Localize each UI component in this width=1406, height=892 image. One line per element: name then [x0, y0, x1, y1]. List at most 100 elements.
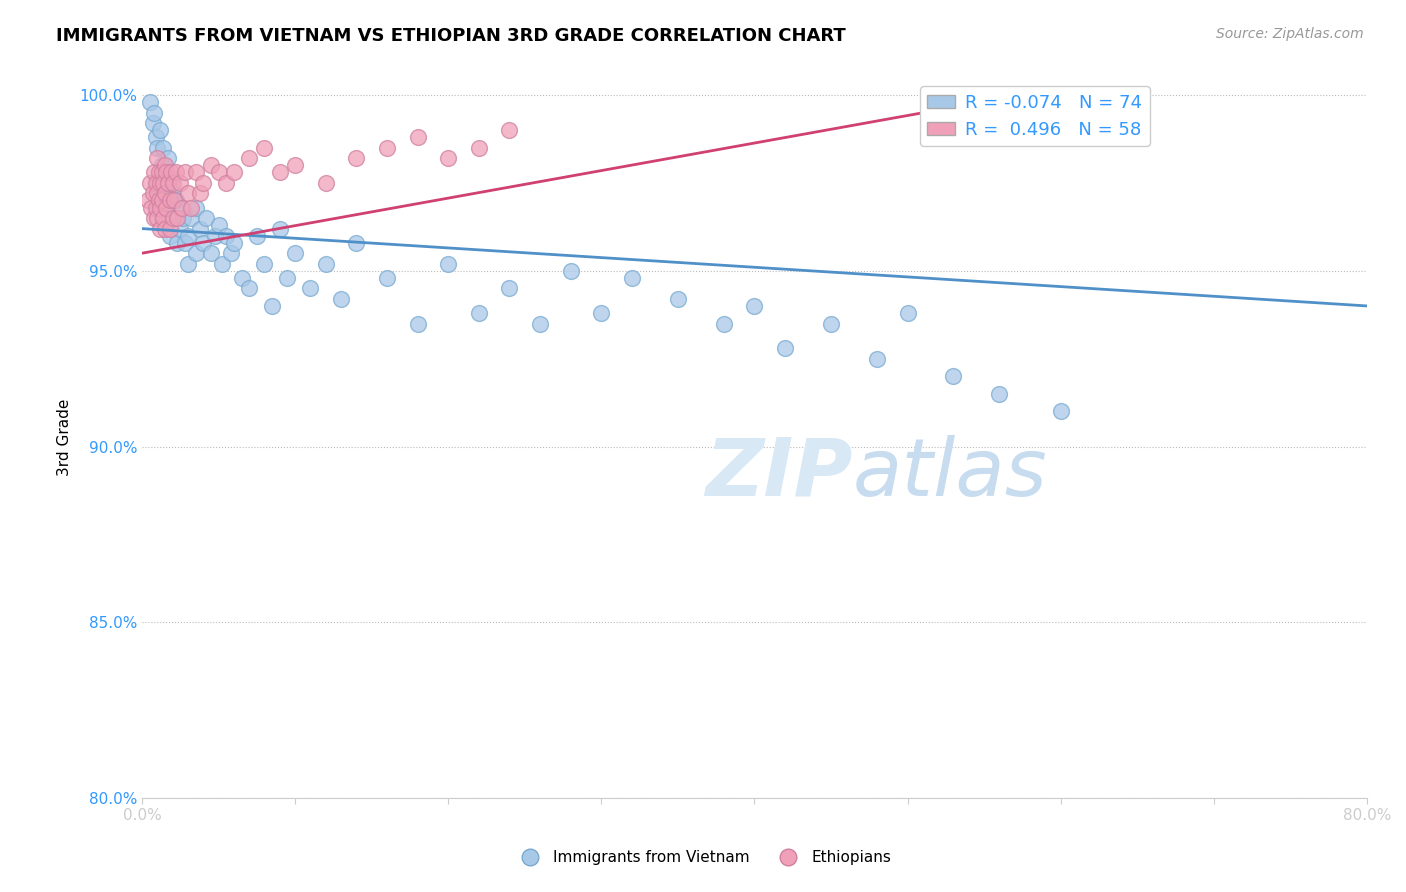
Point: [468, 306, 491, 320]
Point: [166, 235, 188, 250]
Point: [138, 176, 160, 190]
Point: [211, 257, 233, 271]
Point: [315, 257, 337, 271]
Point: [188, 186, 211, 201]
Point: [344, 235, 367, 250]
Point: [269, 221, 291, 235]
Point: [153, 201, 176, 215]
Point: [184, 246, 207, 260]
Point: [988, 386, 1011, 401]
Point: [375, 141, 398, 155]
Point: [284, 158, 307, 172]
Point: [143, 211, 166, 225]
Point: [437, 151, 460, 165]
Point: [152, 176, 174, 190]
Point: [406, 317, 429, 331]
Point: [142, 186, 165, 201]
Point: [155, 165, 177, 179]
Point: [299, 281, 322, 295]
Point: [153, 158, 176, 172]
Point: [184, 201, 207, 215]
Point: [173, 165, 195, 179]
Point: [152, 211, 174, 225]
Point: [330, 292, 353, 306]
Point: [165, 165, 187, 179]
Point: [262, 299, 284, 313]
Point: [193, 235, 215, 250]
Point: [146, 151, 169, 165]
Point: [193, 176, 215, 190]
Point: [170, 201, 193, 215]
Point: [169, 176, 191, 190]
Point: [988, 95, 1011, 109]
Point: [145, 130, 167, 145]
Point: [150, 194, 173, 208]
Point: [222, 165, 245, 179]
Point: [162, 186, 184, 201]
Point: [146, 176, 169, 190]
Legend: R = -0.074   N = 74, R =  0.496   N = 58: R = -0.074 N = 74, R = 0.496 N = 58: [920, 87, 1150, 146]
Point: [219, 246, 242, 260]
Point: [253, 257, 276, 271]
Point: [591, 306, 613, 320]
Point: [188, 221, 211, 235]
Point: [153, 221, 176, 235]
Point: [204, 228, 226, 243]
Point: [231, 270, 253, 285]
Point: [149, 123, 172, 137]
Point: [215, 176, 238, 190]
Point: [498, 281, 520, 295]
Point: [162, 211, 184, 225]
Point: [1049, 404, 1071, 418]
Point: [155, 176, 177, 190]
Point: [156, 151, 179, 165]
Point: [195, 211, 218, 225]
Text: atlas: atlas: [852, 434, 1047, 513]
Point: [173, 235, 195, 250]
Point: [222, 235, 245, 250]
Point: [162, 176, 184, 190]
Point: [143, 165, 166, 179]
Point: [156, 176, 179, 190]
Point: [155, 201, 177, 215]
Point: [153, 186, 176, 201]
Point: [744, 299, 766, 313]
Point: [148, 194, 170, 208]
Point: [246, 228, 269, 243]
Point: [666, 292, 689, 306]
Point: [145, 176, 167, 190]
Point: [136, 194, 159, 208]
Point: [149, 201, 172, 215]
Point: [150, 211, 173, 225]
Point: [153, 186, 176, 201]
Point: [149, 186, 172, 201]
Point: [269, 165, 291, 179]
Point: [166, 211, 188, 225]
Point: [159, 228, 181, 243]
Point: [468, 141, 491, 155]
Point: [153, 165, 176, 179]
Point: [498, 123, 520, 137]
Point: [820, 317, 842, 331]
Point: [177, 228, 200, 243]
Point: [180, 201, 202, 215]
Point: [180, 211, 202, 225]
Legend: Immigrants from Vietnam, Ethiopians: Immigrants from Vietnam, Ethiopians: [509, 844, 897, 871]
Point: [142, 116, 165, 130]
Text: ZIP: ZIP: [704, 434, 852, 513]
Point: [149, 176, 172, 190]
Point: [315, 176, 337, 190]
Point: [143, 105, 166, 120]
Point: [406, 130, 429, 145]
Point: [163, 194, 186, 208]
Point: [141, 201, 163, 215]
Point: [159, 221, 181, 235]
Point: [207, 165, 229, 179]
Point: [207, 218, 229, 232]
Point: [160, 165, 183, 179]
Point: [177, 186, 200, 201]
Point: [148, 165, 170, 179]
Point: [150, 158, 173, 172]
Point: [152, 141, 174, 155]
Point: [713, 317, 735, 331]
